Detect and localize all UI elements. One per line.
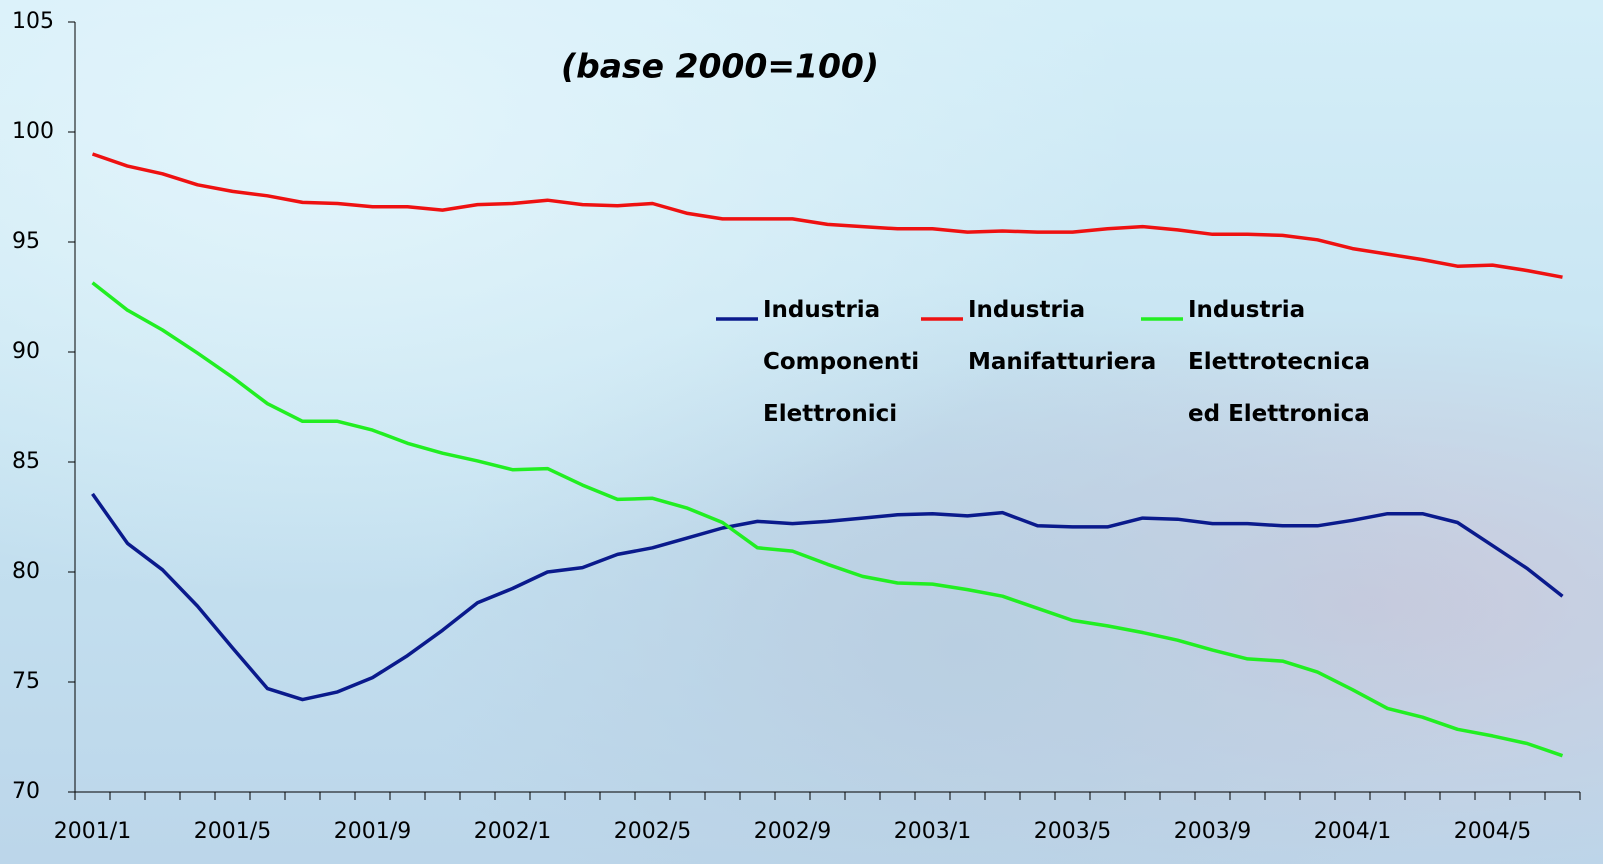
x-tick-label: 2003/5 <box>1034 819 1111 844</box>
y-tick-label: 95 <box>12 229 40 254</box>
y-tick-label: 90 <box>12 339 40 364</box>
x-tick-label: 2004/1 <box>1314 819 1391 844</box>
y-tick-label: 75 <box>12 669 40 694</box>
legend-label: Industria Manifatturiera <box>968 297 1157 375</box>
y-tick-label: 80 <box>12 559 40 584</box>
legend-label: Industria Elettrotecnica ed Elettronica <box>1188 297 1370 427</box>
legend-label: Industria Componenti Elettronici <box>763 297 920 427</box>
y-tick-label: 100 <box>12 119 54 144</box>
x-tick-label: 2002/1 <box>474 819 551 844</box>
series-line <box>91 492 1564 702</box>
x-tick-label: 2001/9 <box>334 819 411 844</box>
x-tick-label: 2004/5 <box>1454 819 1531 844</box>
y-tick-label: 85 <box>12 449 40 474</box>
y-tick-label: 105 <box>12 9 54 34</box>
series-line <box>91 281 1564 758</box>
chart-title: (base 2000=100) <box>561 47 879 86</box>
x-tick-label: 2003/9 <box>1174 819 1251 844</box>
x-tick-label: 2001/1 <box>54 819 131 844</box>
x-tick-label: 2002/5 <box>614 819 691 844</box>
x-tick-label: 2001/5 <box>194 819 271 844</box>
series-line <box>91 152 1563 279</box>
x-tick-label: 2002/9 <box>754 819 831 844</box>
x-tick-label: 2003/1 <box>894 819 971 844</box>
y-tick-label: 70 <box>12 779 40 804</box>
